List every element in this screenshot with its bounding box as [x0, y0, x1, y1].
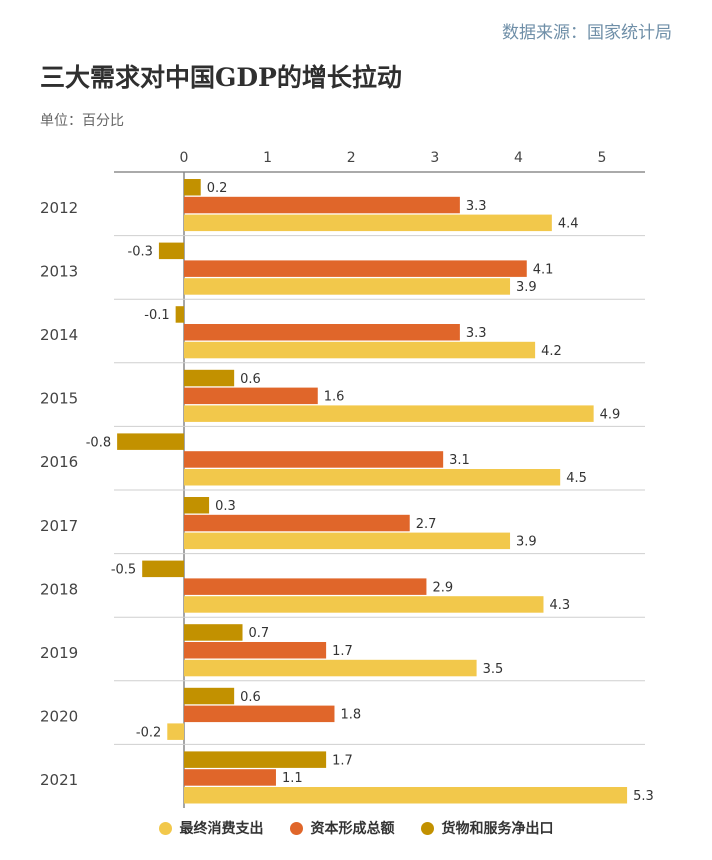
- legend-item-capital: 资本形成总额: [289, 818, 395, 838]
- bar: [184, 497, 210, 514]
- legend-swatch-consumption: [158, 821, 172, 835]
- data-label: -0.1: [144, 308, 169, 323]
- bar: [184, 659, 477, 677]
- bar: [142, 560, 184, 578]
- unit-label: 单位：百分比: [40, 113, 124, 129]
- x-tick-label: 1: [263, 150, 272, 166]
- bar: [184, 532, 511, 550]
- data-label: 1.6: [324, 390, 345, 405]
- data-label: 2.7: [416, 517, 437, 532]
- x-tick-label: 4: [514, 150, 523, 166]
- bar: [184, 751, 327, 768]
- x-tick-label: 5: [598, 150, 607, 166]
- year-label: 2013: [40, 262, 78, 280]
- legend: 最终消费支出 资本形成总额 货物和服务净出口: [0, 818, 712, 838]
- bar: [184, 705, 335, 723]
- data-label: 5.3: [633, 789, 654, 804]
- data-label: -0.2: [136, 725, 161, 740]
- bar: [184, 578, 427, 595]
- bar: [158, 242, 184, 260]
- data-label: 3.9: [516, 280, 537, 295]
- legend-label-net-export: 货物和服务净出口: [441, 821, 554, 837]
- bar: [184, 642, 327, 659]
- year-label: 2017: [40, 517, 78, 535]
- year-label: 2014: [40, 326, 78, 344]
- bar: [184, 260, 527, 277]
- data-label: 3.3: [466, 326, 487, 341]
- data-source: 数据来源：国家统计局: [502, 23, 672, 43]
- year-label: 2020: [40, 708, 78, 726]
- bar: [184, 451, 444, 468]
- data-label: 2.9: [432, 580, 453, 595]
- year-label: 2021: [40, 771, 78, 789]
- data-label: 4.1: [533, 262, 554, 277]
- bar: [184, 514, 410, 532]
- data-label: 4.9: [600, 407, 621, 422]
- data-label: 3.1: [449, 453, 470, 468]
- bar: [175, 306, 184, 323]
- x-tick-label: 0: [180, 150, 189, 166]
- bar: [184, 624, 243, 641]
- bar: [184, 405, 594, 422]
- data-label: -0.5: [111, 563, 136, 578]
- data-label: 4.3: [549, 598, 570, 613]
- data-label: 0.3: [215, 499, 236, 514]
- data-label: 3.3: [466, 199, 487, 214]
- bar: [184, 469, 561, 486]
- data-label: 4.4: [558, 217, 579, 232]
- data-label: 4.2: [541, 344, 562, 359]
- data-label: 1.1: [282, 771, 303, 786]
- data-label: 1.7: [332, 753, 353, 768]
- bar: [184, 278, 511, 295]
- bar: [184, 196, 460, 214]
- legend-swatch-net-export: [420, 821, 434, 835]
- legend-label-capital: 资本形成总额: [310, 821, 395, 837]
- data-label: -0.8: [86, 435, 111, 450]
- year-label: 2016: [40, 453, 78, 471]
- year-label: 2012: [40, 199, 78, 217]
- bar: [184, 179, 201, 196]
- legend-swatch-capital: [289, 821, 303, 835]
- data-label: 1.8: [340, 708, 361, 723]
- legend-item-consumption: 最终消费支出: [158, 818, 264, 838]
- bar: [117, 433, 184, 450]
- year-label: 2019: [40, 644, 78, 662]
- bar: [184, 369, 235, 387]
- data-label: 3.9: [516, 535, 537, 550]
- data-label: 1.7: [332, 644, 353, 659]
- data-label: 0.6: [240, 690, 261, 705]
- year-label: 2015: [40, 390, 78, 408]
- data-label: 4.5: [566, 471, 587, 486]
- bar: [184, 324, 460, 341]
- bar: [184, 787, 628, 804]
- bar: [184, 214, 552, 232]
- bar: [184, 341, 536, 359]
- bar: [184, 769, 276, 786]
- year-label: 2018: [40, 580, 78, 598]
- data-label: 0.6: [240, 372, 261, 387]
- data-label: 0.7: [249, 626, 270, 641]
- legend-item-net-export: 货物和服务净出口: [420, 818, 554, 838]
- x-tick-label: 2: [347, 150, 356, 166]
- x-tick-label: 3: [430, 150, 439, 166]
- bar: [184, 387, 318, 405]
- data-label: -0.3: [128, 245, 153, 260]
- data-label: 3.5: [483, 662, 504, 677]
- chart-title: 三大需求对中国GDP的增长拉动: [40, 63, 402, 92]
- bar: [184, 687, 235, 705]
- bar: [167, 723, 184, 740]
- legend-label-consumption: 最终消费支出: [179, 821, 264, 837]
- bar: [184, 596, 544, 613]
- data-label: 0.2: [207, 181, 228, 196]
